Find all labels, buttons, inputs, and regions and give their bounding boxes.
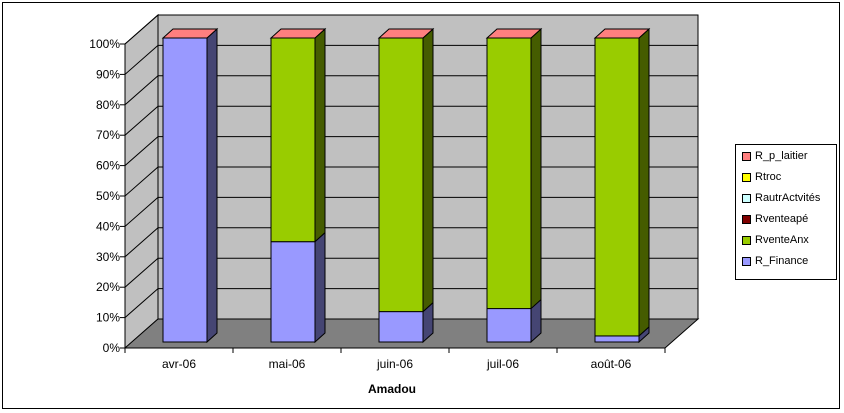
x-axis-label: Amadou xyxy=(368,382,416,396)
bar-front xyxy=(378,311,424,343)
legend-swatch xyxy=(742,256,751,266)
bar-side xyxy=(638,27,650,338)
x-tick-label: juil-06 xyxy=(486,357,519,371)
bar-front xyxy=(486,308,532,343)
bar-segment xyxy=(486,298,542,344)
bar-top xyxy=(485,28,543,39)
y-tick-label: 70% xyxy=(96,128,120,142)
y-tick-label: 20% xyxy=(96,280,120,294)
legend-swatch xyxy=(742,214,751,224)
y-tick-label: 50% xyxy=(96,189,120,203)
legend-label: RautrActvités xyxy=(755,192,821,204)
y-tick-label: 40% xyxy=(96,219,120,233)
y-tick-label: 0% xyxy=(103,341,121,355)
legend-swatch xyxy=(742,172,751,182)
bar-segment xyxy=(270,231,326,344)
legend-item: R_Finance xyxy=(742,254,808,268)
legend-label: Rventeapé xyxy=(755,213,809,225)
legend-item: Rventeapé xyxy=(742,212,808,226)
legend: R_p_laitier Rtroc RautrActvités Rventeapé Rv… xyxy=(735,144,837,280)
x-tick-label: avr-06 xyxy=(162,357,196,371)
bar-front xyxy=(594,335,640,343)
legend-label: R_Finance xyxy=(755,255,809,267)
y-tick-label: 60% xyxy=(96,159,120,173)
bar-segment xyxy=(378,301,434,344)
legend-item: Rtroc xyxy=(742,170,781,184)
y-tick-label: 90% xyxy=(96,67,120,81)
x-tick-label: août-06 xyxy=(591,357,632,371)
legend-swatch xyxy=(742,151,751,161)
bar-front xyxy=(270,241,316,343)
bar-front xyxy=(162,37,208,343)
bar-top xyxy=(593,28,651,39)
y-tick-label: 100% xyxy=(89,37,120,51)
bar-segment xyxy=(594,27,650,338)
y-tick-label: 10% xyxy=(96,311,120,325)
bar-segment xyxy=(270,27,326,243)
bar-side xyxy=(314,27,326,243)
legend-label: RventeAnx xyxy=(755,234,809,246)
bar-side xyxy=(530,27,542,310)
bar-top xyxy=(377,28,435,39)
bar-front xyxy=(270,37,316,243)
legend-swatch xyxy=(742,193,751,203)
x-tick-label: mai-06 xyxy=(269,357,306,371)
bar-front xyxy=(378,37,424,313)
bar-segment xyxy=(162,27,218,344)
legend-swatch xyxy=(742,235,751,245)
y-tick-label: 80% xyxy=(96,98,120,112)
y-tick-label: 30% xyxy=(96,250,120,264)
bar-side xyxy=(206,27,218,344)
x-tick-label: juin-06 xyxy=(376,357,413,371)
bar-side xyxy=(422,27,434,313)
legend-item: RventeAnx xyxy=(742,233,809,247)
bar-top xyxy=(161,28,219,39)
bar-top xyxy=(269,28,327,39)
legend-label: Rtroc xyxy=(755,171,782,183)
bar-segment xyxy=(486,27,542,310)
bar-segment xyxy=(378,27,434,313)
legend-item: R_p_laitier xyxy=(742,149,808,163)
legend-label: R_p_laitier xyxy=(755,150,808,162)
legend-item: RautrActvités xyxy=(742,191,820,205)
gridline xyxy=(124,14,698,45)
bar-front xyxy=(486,37,532,310)
bar-front xyxy=(594,37,640,337)
bar-side xyxy=(314,231,326,344)
